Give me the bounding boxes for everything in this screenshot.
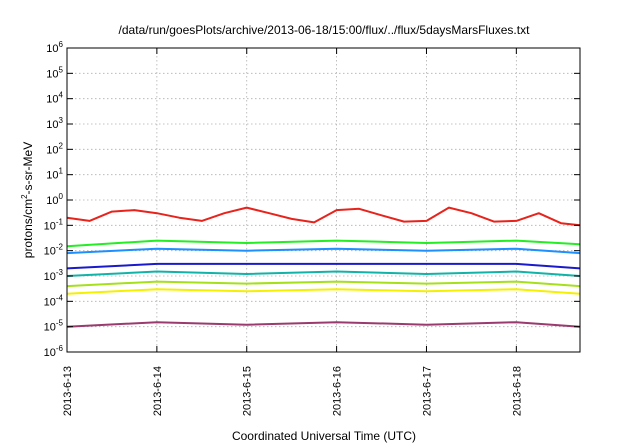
- series-line-7: [66, 321, 581, 328]
- y-tick-label: 106: [46, 40, 63, 55]
- x-tick-label: 2013-6-14: [152, 366, 164, 416]
- y-tick-label: 10-1: [44, 217, 64, 232]
- x-tick-label: 2013-6-16: [332, 366, 344, 416]
- series-line-6: [66, 288, 581, 295]
- y-tick-label: 105: [46, 65, 63, 80]
- ticks: [66, 47, 580, 353]
- y-tick-label: 101: [46, 167, 63, 182]
- y-tick-labels: 10-6 10-5 10-4 10-3 10-2 10-1 100 101 102 103 104 1…: [44, 40, 64, 359]
- x-axis-label: Coordinated Universal Time (UTC): [232, 429, 416, 443]
- y-tick-label: 104: [46, 91, 63, 106]
- y-tick-label: 10-5: [44, 319, 64, 334]
- y-tick-label: 10-4: [44, 293, 64, 308]
- y-axis-label: protons/cm2-s-sr-MeV: [20, 142, 35, 258]
- series-line-0: [66, 206, 581, 227]
- x-tick-label: 2013-6-17: [421, 366, 433, 416]
- chart-title: /data/run/goesPlots/archive/2013-06-18/1…: [119, 23, 531, 37]
- series-line-2: [66, 247, 581, 255]
- y-tick-label: 103: [46, 116, 63, 131]
- x-tick-label: 2013-6-18: [511, 366, 523, 416]
- series-line-1: [66, 239, 581, 248]
- series-line-3: [66, 262, 581, 270]
- series-line-5: [66, 280, 581, 288]
- y-tick-label: 10-2: [44, 243, 64, 258]
- series-layer: [66, 206, 581, 328]
- y-tick-label: 102: [46, 141, 63, 156]
- y-tick-label: 10-3: [44, 268, 64, 283]
- x-tick-labels: 2013-6-13 2013-6-14 2013-6-15 2013-6-16 2013…: [62, 366, 523, 416]
- y-tick-label: 100: [46, 192, 63, 207]
- x-tick-label: 2013-6-15: [242, 366, 254, 416]
- grid: [67, 48, 580, 352]
- series-line-4: [66, 270, 581, 277]
- y-tick-label: 10-6: [44, 344, 64, 359]
- x-tick-label: 2013-6-13: [62, 366, 74, 416]
